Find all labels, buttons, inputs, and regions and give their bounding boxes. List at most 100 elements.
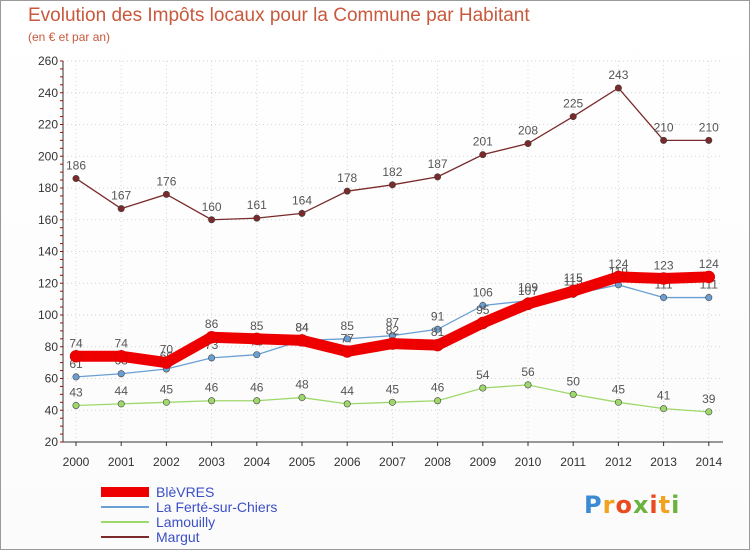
y-tick-label: 120: [38, 276, 58, 290]
data-point-blevres: [160, 356, 173, 369]
data-point-lamouilly: [660, 405, 668, 413]
y-tick-label: 180: [38, 181, 58, 195]
y-tick-label: 20: [45, 435, 59, 449]
data-point-blevres: [431, 338, 444, 352]
data-label-margut: 160: [202, 200, 222, 214]
legend-swatch-margut: [101, 536, 149, 538]
legend-swatch-blevres: [101, 487, 149, 497]
data-label-lamouilly: 48: [295, 378, 309, 392]
data-point-la-ferte-sur-chiers: [343, 335, 351, 343]
data-label-blevres: 124: [608, 257, 628, 271]
data-point-margut: [388, 181, 396, 189]
data-label-lamouilly: 43: [69, 385, 83, 399]
x-tick-label: 2013: [650, 455, 677, 469]
data-point-lamouilly: [614, 398, 622, 406]
chart-subtitle: (en € et par an): [28, 30, 111, 44]
data-label-blevres: 70: [160, 343, 174, 357]
data-point-blevres: [386, 337, 399, 350]
data-point-la-ferte-sur-chiers: [479, 301, 487, 309]
data-label-la-ferte-sur-chiers: 87: [386, 316, 400, 330]
data-label-margut: 161: [247, 198, 267, 212]
x-tick-label: 2009: [469, 455, 496, 469]
logo-letter: P: [584, 491, 603, 519]
data-label-lamouilly: 44: [341, 384, 355, 398]
x-tick-label: 2011: [560, 455, 586, 469]
data-label-la-ferte-sur-chiers: 91: [431, 309, 445, 323]
x-tick-label: 2002: [153, 455, 180, 469]
data-label-blevres: 115: [564, 271, 583, 285]
data-label-lamouilly: 44: [115, 384, 129, 398]
data-point-la-ferte-sur-chiers: [117, 370, 125, 378]
data-label-blevres: 74: [69, 336, 83, 350]
data-point-margut: [298, 209, 306, 217]
data-label-margut: 164: [292, 193, 312, 207]
data-point-margut: [479, 151, 487, 159]
data-point-margut: [72, 174, 80, 182]
proxiti-logo: Proxiti: [584, 491, 680, 519]
y-tick-label: 140: [38, 245, 58, 259]
legend-label-la-ferte-sur-chiers: La Ferté-sur-Chiers: [156, 499, 278, 515]
data-label-blevres: 124: [699, 257, 719, 271]
data-point-blevres: [702, 270, 716, 284]
data-label-margut: 186: [66, 158, 86, 172]
data-label-blevres: 82: [386, 324, 400, 338]
data-point-lamouilly: [343, 400, 351, 408]
logo-letter: t: [658, 491, 672, 519]
data-label-la-ferte-sur-chiers: 85: [341, 319, 355, 333]
data-point-la-ferte-sur-chiers: [705, 294, 713, 302]
data-label-lamouilly: 39: [702, 392, 716, 406]
data-point-lamouilly: [253, 397, 261, 405]
data-label-blevres: 81: [431, 325, 445, 339]
y-tick-label: 220: [38, 118, 58, 132]
data-point-la-ferte-sur-chiers: [660, 294, 668, 302]
data-point-blevres: [205, 330, 218, 344]
x-tick-label: 2000: [63, 455, 90, 469]
data-point-lamouilly: [388, 398, 396, 406]
data-point-la-ferte-sur-chiers: [208, 354, 216, 362]
legend-label-margut: Margut: [156, 529, 200, 545]
data-label-blevres: 86: [205, 317, 219, 331]
data-label-la-ferte-sur-chiers: 84: [295, 320, 309, 334]
data-point-lamouilly: [479, 384, 487, 392]
data-label-lamouilly: 46: [250, 381, 264, 395]
y-tick-label: 160: [38, 213, 58, 227]
x-tick-label: 2007: [379, 455, 406, 469]
x-tick-label: 2012: [605, 455, 632, 469]
data-point-margut: [705, 136, 713, 144]
data-label-blevres: 123: [654, 258, 674, 272]
data-point-margut: [434, 173, 442, 181]
data-label-lamouilly: 45: [160, 382, 174, 396]
y-tick-label: 100: [38, 308, 58, 322]
data-point-blevres: [521, 297, 535, 311]
data-point-la-ferte-sur-chiers: [72, 373, 80, 381]
data-label-blevres: 95: [476, 303, 490, 317]
data-label-margut: 187: [428, 157, 448, 171]
data-point-margut: [614, 84, 622, 92]
data-label-lamouilly: 54: [476, 368, 490, 382]
y-tick-label: 60: [45, 372, 59, 386]
data-point-margut: [524, 140, 532, 148]
data-label-margut: 225: [563, 97, 583, 111]
data-point-lamouilly: [298, 394, 306, 402]
legend-label-lamouilly: Lamouilly: [156, 514, 216, 530]
data-label-lamouilly: 46: [205, 381, 219, 395]
data-point-blevres: [612, 270, 625, 284]
data-label-blevres: 85: [250, 319, 264, 333]
data-point-margut: [343, 187, 351, 195]
data-label-lamouilly: 46: [431, 381, 445, 395]
data-label-margut: 167: [111, 189, 131, 203]
data-label-lamouilly: 50: [567, 374, 581, 388]
x-tick-label: 2004: [243, 455, 270, 469]
data-point-lamouilly: [208, 397, 216, 405]
data-label-blevres: 74: [115, 336, 129, 350]
data-point-lamouilly: [705, 408, 713, 416]
data-label-margut: 182: [382, 165, 402, 179]
data-point-lamouilly: [162, 398, 170, 406]
data-point-blevres: [250, 332, 264, 346]
data-point-margut: [117, 205, 125, 213]
data-point-lamouilly: [524, 381, 532, 389]
data-label-blevres: 77: [341, 332, 355, 346]
data-point-lamouilly: [117, 400, 125, 408]
